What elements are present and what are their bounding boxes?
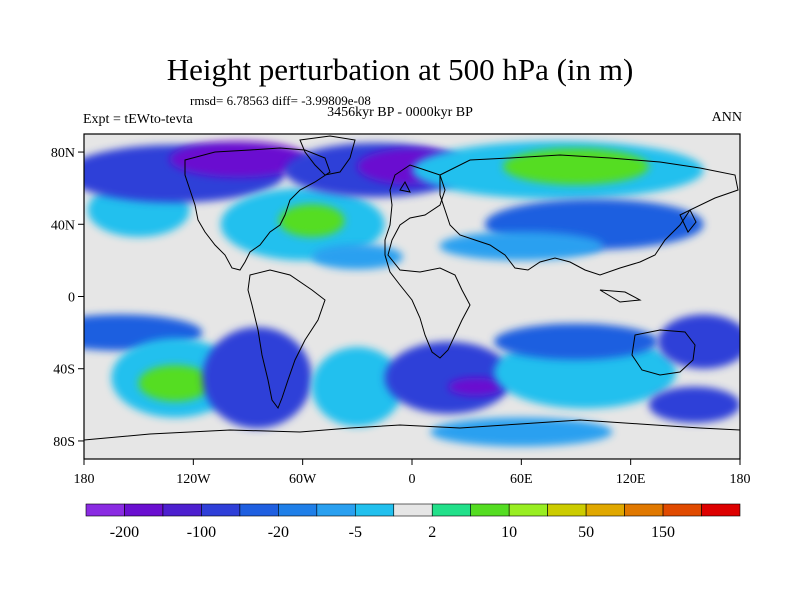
colorbar-label: -20 [268, 524, 289, 541]
coast-asia [439, 154, 739, 276]
colorbar-swatch [239, 503, 279, 517]
lat-tick-label: 40N [51, 218, 75, 233]
colorbar-swatch [547, 503, 587, 517]
colorbar-label: 150 [651, 524, 675, 541]
lon-tick-label: 0 [409, 472, 416, 487]
lat-tick-label: 40S [53, 363, 75, 378]
coast-uk [399, 180, 411, 193]
lon-tick-label: 120W [176, 472, 211, 487]
coast-north-america [184, 147, 331, 271]
colorbar-swatch [201, 503, 241, 517]
coast-europe-africa [384, 164, 471, 359]
stats-text: rmsd= 6.78563 diff= -3.99809e-08 [190, 93, 371, 108]
colorbar-label: 50 [578, 524, 594, 541]
coast-south-america [247, 269, 326, 410]
colorbar-swatch [85, 503, 125, 517]
lon-tick-label: 60W [289, 472, 317, 487]
anomaly-blob [658, 314, 740, 369]
lon-tick-label: 120E [616, 472, 646, 487]
anomaly-blob [278, 204, 345, 237]
coast-indonesia [599, 289, 642, 303]
anomaly-blob [169, 141, 309, 178]
anomaly-blob [311, 347, 403, 427]
colorbar-label: -5 [349, 524, 362, 541]
coast-greenland [299, 135, 356, 176]
longitude-axis: 180 120W 60W 0 60E 120E 180 [74, 459, 751, 487]
colorbar-swatch [585, 503, 625, 517]
anomaly-blob [311, 244, 403, 270]
coast-australia [631, 329, 696, 376]
colorbar-swatch [662, 503, 702, 517]
colorbar: -200 -100 -20 -5 2 10 50 150 [85, 503, 741, 541]
colorbar-swatch [701, 503, 741, 517]
season-label: ANN [711, 110, 742, 125]
anomaly-blob [384, 341, 513, 414]
lon-tick-label: 180 [730, 472, 751, 487]
lon-tick-label: 60E [510, 472, 533, 487]
colorbar-swatch [316, 503, 356, 517]
lat-tick-label: 80N [51, 146, 75, 161]
colorbar-swatch [508, 503, 548, 517]
lat-tick-label: 0 [68, 291, 75, 306]
colorbar-swatch [162, 503, 202, 517]
lon-tick-label: 180 [74, 472, 95, 487]
colorbar-label: -100 [187, 524, 216, 541]
lat-tick-label: 80S [53, 435, 75, 450]
plot-subtitle: 3456kyr BP - 0000kyr BP [327, 105, 473, 120]
colorbar-label: 10 [501, 524, 517, 541]
anomaly-blob [430, 417, 613, 447]
coast-antarctica [84, 419, 740, 441]
anomaly-blob [648, 386, 740, 423]
anomaly-blob [202, 327, 312, 429]
colorbar-label: -200 [110, 524, 139, 541]
anomaly-blob [503, 148, 649, 185]
coastlines [84, 135, 740, 441]
plot-title: Height perturbation at 500 hPa (in m) [166, 52, 634, 87]
colorbar-swatch [393, 503, 433, 517]
colorbar-swatch [624, 503, 664, 517]
latitude-axis: 80N 40N 0 40S 80S [51, 146, 84, 450]
anomaly-blob [448, 377, 504, 396]
colorbar-swatch [431, 503, 472, 517]
colorbar-swatch [470, 503, 510, 517]
anomaly-blob [439, 231, 604, 261]
colorbar-swatch [278, 503, 318, 517]
colorbar-swatch [124, 503, 164, 517]
anomaly-blob [494, 323, 658, 360]
experiment-label: Expt = tEWto-tevta [83, 112, 193, 127]
colorbar-swatch [354, 503, 395, 517]
anomaly-blob [138, 365, 212, 402]
coast-japan [679, 209, 697, 233]
colorbar-label: 2 [428, 524, 436, 541]
anomaly-field [84, 141, 740, 447]
